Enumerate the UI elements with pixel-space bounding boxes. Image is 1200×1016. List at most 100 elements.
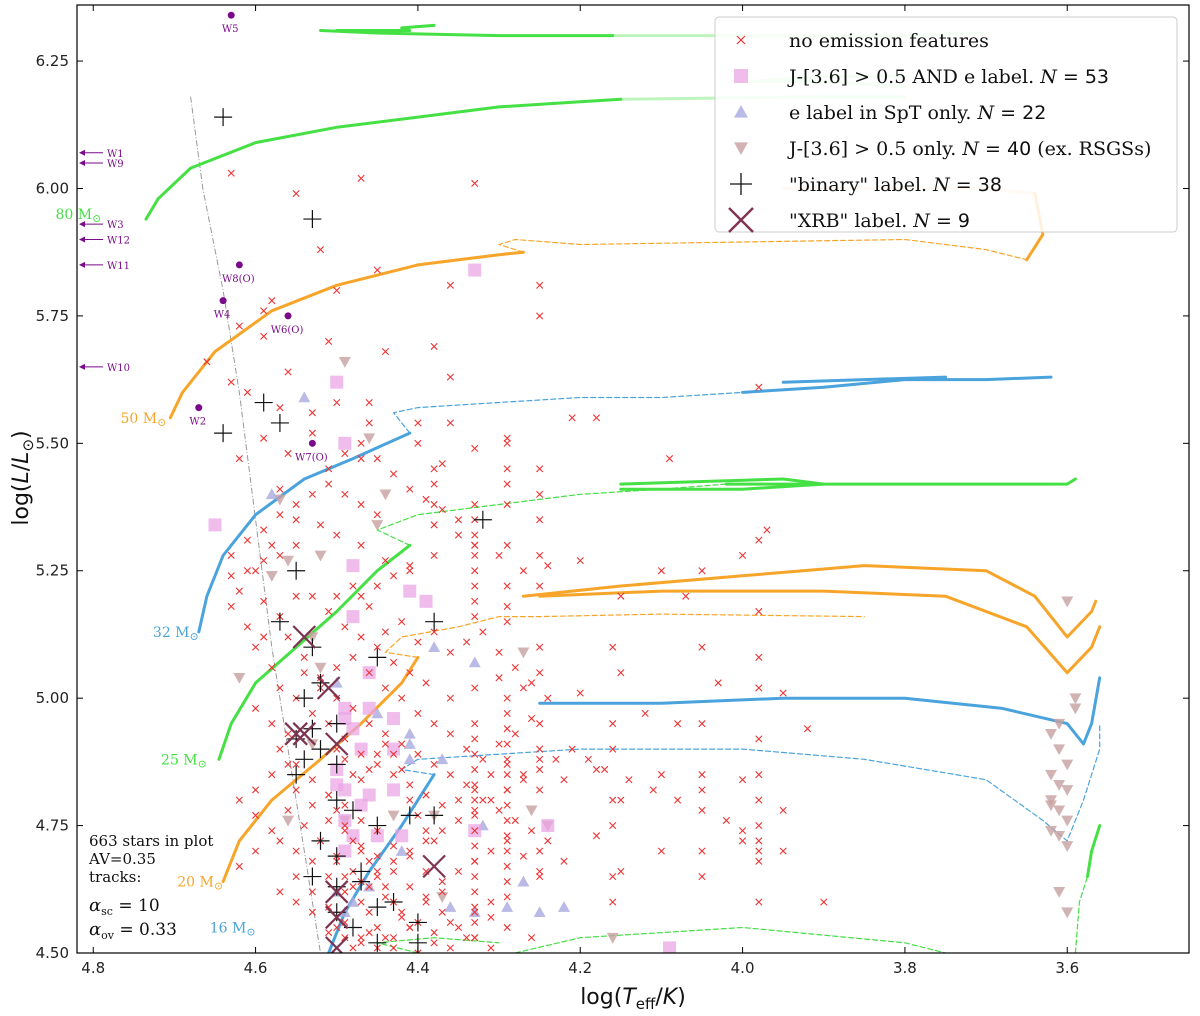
point-no-emission [341,623,349,631]
point-no-emission [674,796,682,804]
point-no-emission [519,771,528,779]
point-no-emission-stroke-b [325,903,333,911]
point-no-emission-stroke-b [357,776,365,784]
point-no-emission [471,811,479,819]
point-binary [254,393,273,412]
point-no-emission-stroke-b [260,307,268,315]
point-binary [311,831,330,850]
point-no-emission-stroke-b [479,796,487,804]
point-no-emission [365,908,373,916]
point-no-emission-stroke-b [381,934,390,942]
point-no-emission-stroke-b [755,796,763,804]
point-e-spt [468,656,481,668]
point-no-emission-stroke-b [446,281,454,289]
point-no-emission [714,679,722,687]
point-no-emission [341,490,349,498]
point-no-emission [365,419,373,427]
point-xrb [324,880,349,904]
point-no-emission [503,602,511,611]
point-no-emission-stroke-b [341,801,349,809]
point-no-emission-stroke-b [341,449,349,458]
point-no-emission-stroke-b [536,643,544,651]
point-no-emission-stroke-b [738,837,747,845]
point-no-emission [698,872,706,881]
point-no-emission-stroke-b [503,480,511,488]
point-jband-only [338,356,351,368]
point-no-emission [755,796,763,804]
point-no-emission-stroke-b [243,388,252,396]
point-no-emission-stroke-b [674,720,682,728]
point-no-emission-stroke-b [560,857,568,865]
point-no-emission [341,449,349,458]
point-no-emission [373,455,381,463]
point-no-emission [479,755,487,763]
point-no-emission [511,730,519,738]
point-jband-e [354,798,368,812]
point-no-emission-stroke-b [471,720,479,728]
point-no-emission-stroke-b [406,923,414,932]
x-tick-label: 4.4 [406,959,430,977]
point-no-emission-stroke-b [284,633,292,641]
point-no-emission-stroke-b [755,847,763,855]
track-m80-solid [1086,824,1102,878]
point-no-emission [503,755,511,763]
point-no-emission [536,867,544,876]
legend-marker-xrb [728,207,754,233]
point-no-emission-stroke-b [406,485,414,493]
point-no-emission [446,730,454,738]
point-no-emission [519,567,528,575]
point-no-emission-stroke-b [755,653,763,661]
point-no-emission-stroke-b [511,730,519,738]
point-no-emission-stroke-b [373,867,381,876]
legend-marker-no-emission-stroke-b [736,35,746,45]
point-no-emission [406,781,414,789]
point-no-emission [738,837,747,845]
point-no-emission-stroke-b [308,490,316,498]
x-tick-label: 4.0 [731,959,755,977]
point-no-emission [438,908,446,916]
point-xrb [324,732,349,756]
point-no-emission [325,465,333,473]
point-no-emission [755,771,763,779]
mass-label: 80 M⊙ [56,207,102,225]
point-no-emission-stroke-b [657,567,665,575]
point-no-emission [316,521,325,529]
point-no-emission-stroke-b [503,500,511,509]
wr-arrow-label: W11 [107,261,130,272]
point-no-emission-stroke-b [536,669,544,677]
point-xrb [316,676,341,700]
point-no-emission-stroke-b [381,684,390,692]
legend-marker-e-spt [734,105,748,118]
wr-arrow-label: W10 [107,363,130,374]
point-no-emission [446,918,454,927]
point-no-emission-stroke-b [308,429,316,437]
point-no-emission-stroke-b [292,760,300,769]
point-no-emission [284,730,292,738]
y-tick-label: 5.75 [36,307,69,325]
point-no-emission [349,771,357,779]
point-no-emission [779,806,787,814]
point-no-emission-stroke-b [373,266,381,274]
point-no-emission [292,872,300,881]
point-no-emission [657,771,665,779]
point-no-emission-stroke-b [576,556,584,565]
point-no-emission-stroke-b [609,872,617,881]
point-no-emission [381,628,390,636]
point-no-emission-stroke-b [803,725,812,733]
point-no-emission-stroke-b [227,169,235,177]
point-no-emission-stroke-b [398,740,406,748]
point-no-emission-stroke-b [503,837,511,845]
point-no-emission-stroke-b [471,872,479,881]
point-no-emission-stroke-b [503,582,511,590]
y-tick-label: 6.00 [36,179,69,197]
wr-star-dot [284,312,292,320]
point-no-emission-stroke-b [487,796,495,804]
point-no-emission [235,862,243,870]
point-no-emission [414,419,422,427]
point-no-emission [398,765,406,774]
point-no-emission [398,913,406,921]
point-no-emission [503,847,511,855]
point-no-emission-stroke-b [698,847,706,855]
point-no-emission-stroke-b [755,857,763,865]
